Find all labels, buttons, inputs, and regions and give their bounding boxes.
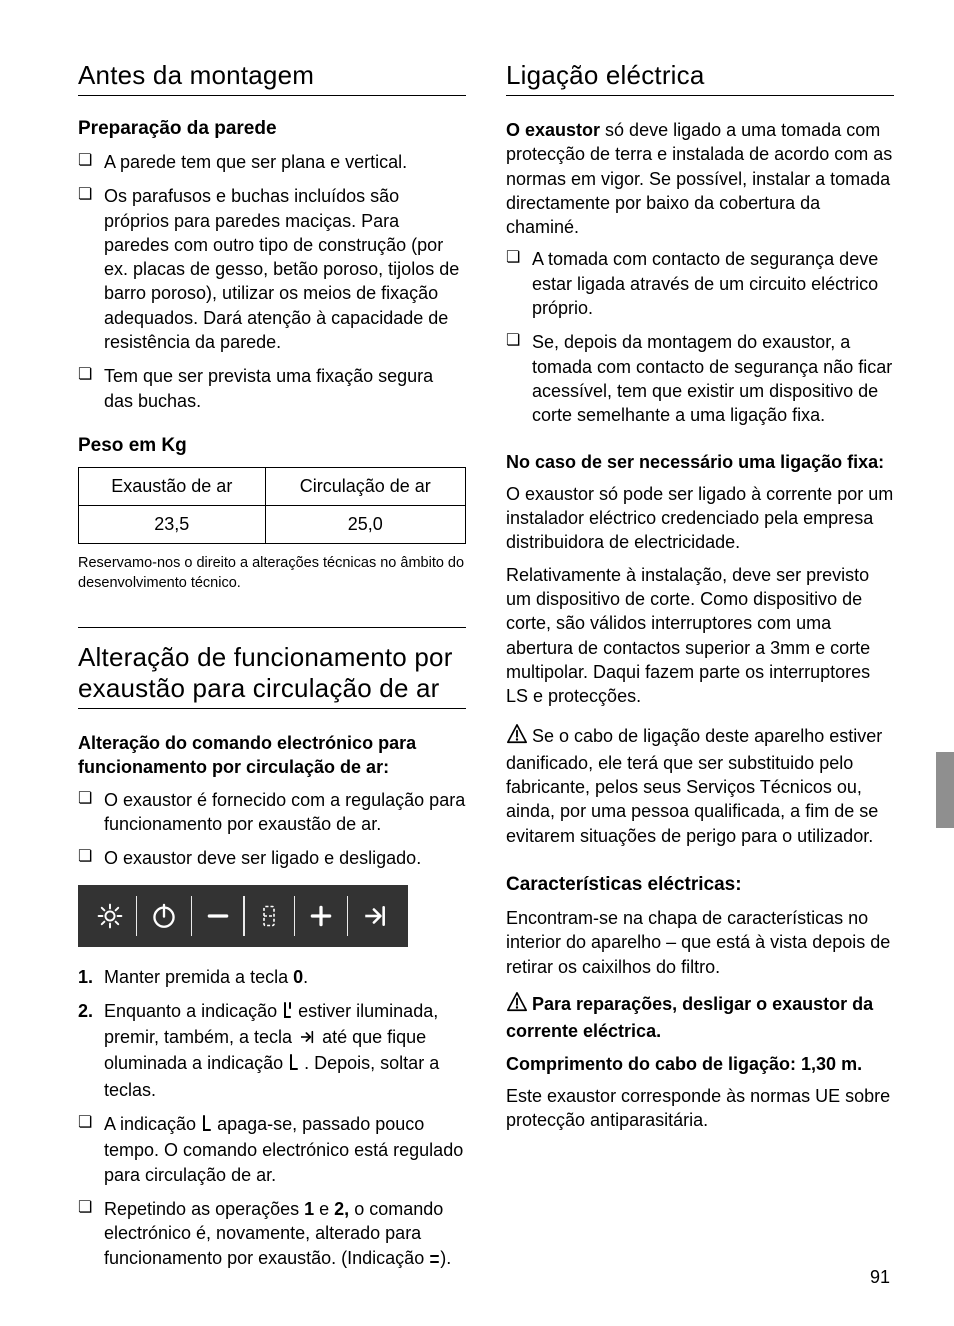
segment-open-icon bbox=[282, 1001, 293, 1025]
step-1: 1. Manter premida a tecla 0. bbox=[78, 965, 466, 989]
step-text: . bbox=[303, 967, 308, 987]
list-item: A parede tem que ser plana e vertical. bbox=[78, 150, 466, 174]
text: A indicação bbox=[104, 1114, 201, 1134]
warning-bold-paragraph: Para reparações, desligar o exaustor da … bbox=[506, 991, 894, 1044]
weight-table: Exaustão de ar Circulação de ar 23,5 25,… bbox=[78, 467, 466, 544]
list-item: Os parafusos e buchas incluídos são próp… bbox=[78, 184, 466, 354]
table-cell: 23,5 bbox=[79, 505, 266, 543]
list-item: Tem que ser prevista uma fixação segura … bbox=[78, 364, 466, 413]
step-text: Enquanto a indicação bbox=[104, 1001, 282, 1021]
list-item: Repetindo as operações 1 e 2, o comando … bbox=[78, 1197, 466, 1272]
separator bbox=[136, 896, 137, 936]
step-2: 2. Enquanto a indicação estiver iluminad… bbox=[78, 999, 466, 1102]
table-cell: 25,0 bbox=[265, 505, 465, 543]
list-item: O exaustor deve ser ligado e desligado. bbox=[78, 846, 466, 870]
text: Repetindo as operações bbox=[104, 1199, 304, 1219]
warning-icon bbox=[506, 991, 528, 1019]
paragraph: Este exaustor corresponde às normas UE s… bbox=[506, 1084, 894, 1133]
alter-list: O exaustor é fornecido com a regulação p… bbox=[78, 788, 466, 871]
list-item: Se, depois da montagem do exaustor, a to… bbox=[506, 330, 894, 427]
lead-bold: O exaustor bbox=[506, 120, 600, 140]
minus-icon bbox=[205, 903, 231, 929]
table-header: Exaustão de ar bbox=[79, 467, 266, 505]
warning-icon bbox=[506, 723, 528, 751]
heading-antes: Antes da montagem bbox=[78, 60, 466, 96]
subheading-alter-cmd: Alteração do comando electrónico para fu… bbox=[78, 731, 466, 780]
arrow-bar-icon bbox=[297, 1027, 317, 1051]
subheading-cable: Comprimento do cabo de ligação: 1,30 m. bbox=[506, 1052, 894, 1076]
elec-list: A tomada com contacto de segurança deve … bbox=[506, 247, 894, 427]
control-panel-graphic bbox=[78, 885, 408, 947]
steps-list: 1. Manter premida a tecla 0. 2. Enquanto… bbox=[78, 965, 466, 1102]
warning-paragraph: Se o cabo de ligação deste aparelho esti… bbox=[506, 723, 894, 848]
separator bbox=[294, 896, 295, 936]
paragraph: Relativamente à instalação, deve ser pre… bbox=[506, 563, 894, 709]
display-8-icon bbox=[257, 902, 281, 930]
side-tab bbox=[936, 752, 954, 828]
right-column: Ligação eléctrica O exaustor só deve lig… bbox=[506, 60, 894, 1282]
subheading-fixa: No caso de ser necessário uma ligação fi… bbox=[506, 450, 894, 474]
page-number: 91 bbox=[870, 1267, 890, 1288]
bold-0: 0 bbox=[293, 967, 303, 987]
plus-icon bbox=[308, 903, 334, 929]
table-header: Circulação de ar bbox=[265, 467, 465, 505]
two-columns: Antes da montagem Preparação da parede A… bbox=[78, 60, 894, 1282]
arrow-bar-icon bbox=[361, 903, 389, 929]
segment-bars-icon bbox=[429, 1248, 440, 1272]
page: Antes da montagem Preparação da parede A… bbox=[0, 0, 954, 1326]
power-icon bbox=[150, 902, 178, 930]
heading-ligacao: Ligação eléctrica bbox=[506, 60, 894, 96]
left-column: Antes da montagem Preparação da parede A… bbox=[78, 60, 466, 1282]
segment-l-icon bbox=[201, 1114, 212, 1138]
bold-1: 1 bbox=[304, 1199, 314, 1219]
separator bbox=[243, 896, 244, 936]
separator bbox=[191, 896, 192, 936]
heading-alteracao: Alteração de funcionamento por exaustão … bbox=[78, 642, 466, 709]
section-divider bbox=[78, 627, 466, 628]
text: ). bbox=[440, 1248, 451, 1268]
list-item: A tomada com contacto de segurança deve … bbox=[506, 247, 894, 320]
list-item: O exaustor é fornecido com a regulação p… bbox=[78, 788, 466, 837]
prep-list: A parede tem que ser plana e vertical. O… bbox=[78, 150, 466, 413]
segment-l-icon bbox=[288, 1053, 299, 1077]
post-steps-list: A indicação apaga-se, passado pouco temp… bbox=[78, 1112, 466, 1272]
light-icon bbox=[97, 903, 123, 929]
paragraph: O exaustor só pode ser ligado à corrente… bbox=[506, 482, 894, 555]
footnote: Reservamo-nos o direito a alterações téc… bbox=[78, 554, 466, 593]
warning-bold-text: Para reparações, desligar o exaustor da … bbox=[506, 994, 873, 1041]
subheading-peso: Peso em Kg bbox=[78, 435, 466, 457]
subheading-caracteristicas: Características eléctricas: bbox=[506, 874, 894, 896]
step-text: Manter premida a tecla bbox=[104, 967, 293, 987]
lead-paragraph: O exaustor só deve ligado a uma tomada c… bbox=[506, 118, 894, 239]
bold-2: 2, bbox=[334, 1199, 349, 1219]
list-item: A indicação apaga-se, passado pouco temp… bbox=[78, 1112, 466, 1187]
warning-text: Se o cabo de ligação deste aparelho esti… bbox=[506, 726, 882, 846]
separator bbox=[347, 896, 348, 936]
text: e bbox=[314, 1199, 334, 1219]
subheading-preparacao: Preparação da parede bbox=[78, 118, 466, 140]
paragraph: Encontram-se na chapa de características… bbox=[506, 906, 894, 979]
